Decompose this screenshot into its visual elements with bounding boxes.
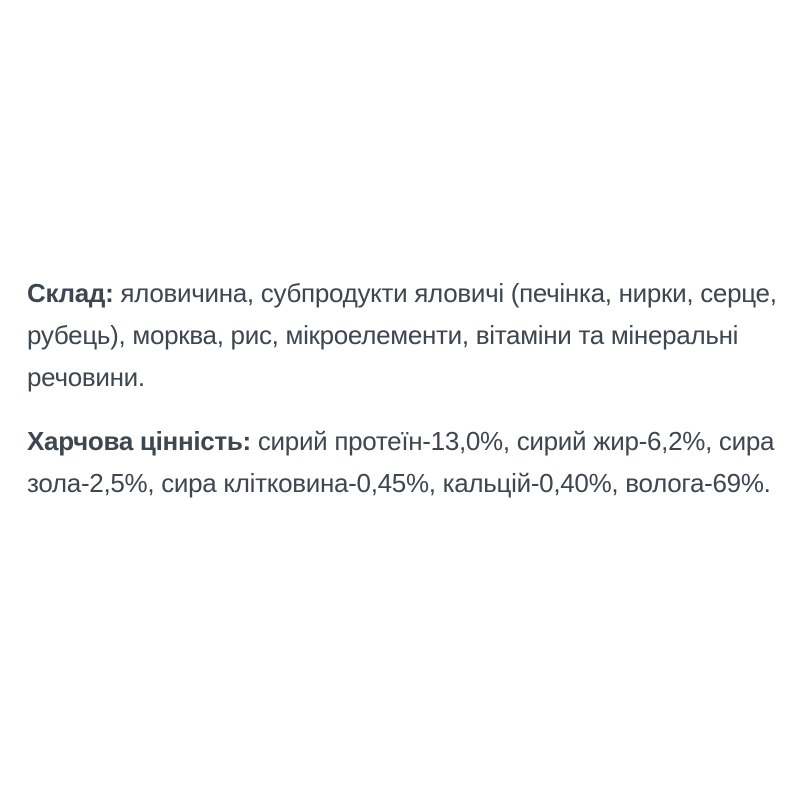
composition-text: яловичина, субпродукти яловичі (печінка,… (120, 278, 777, 308)
nutrition-line: зола-2,5%, сира клітковина-0,45%, кальці… (27, 468, 771, 498)
composition-label: Склад: (27, 278, 114, 308)
composition-line: речовини. (27, 362, 145, 392)
nutrition-paragraph: Харчова цінність: сирий протеїн-13,0%, с… (27, 420, 787, 504)
composition-line: рубець), морква, рис, мікроелементи, віт… (27, 320, 739, 350)
composition-line: Склад: яловичина, субпродукти яловичі (п… (27, 272, 787, 314)
product-description: Склад: яловичина, субпродукти яловичі (п… (27, 272, 787, 504)
nutrition-line: Харчова цінність: сирий протеїн-13,0%, с… (27, 420, 787, 462)
nutrition-text: сирий протеїн-13,0%, сирий жир-6,2%, сир… (257, 426, 775, 456)
nutrition-label: Харчова цінність: (27, 426, 251, 456)
composition-paragraph: Склад: яловичина, субпродукти яловичі (п… (27, 272, 787, 398)
